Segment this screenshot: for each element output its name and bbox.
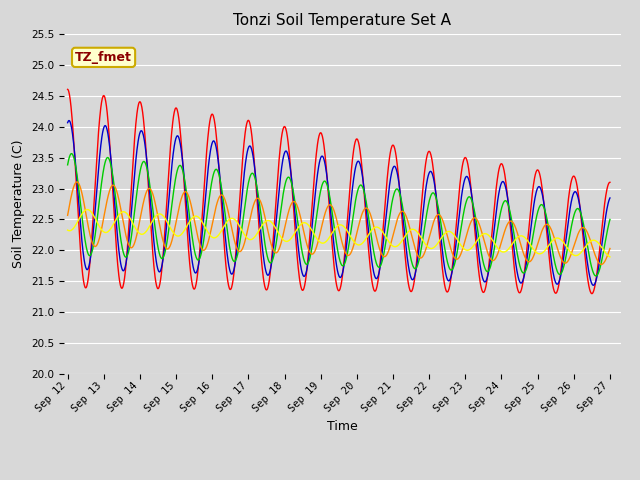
32cm [606, 254, 614, 260]
8cm [68, 151, 76, 156]
4cm [542, 215, 550, 220]
Line: 2cm: 2cm [68, 89, 610, 294]
8cm [606, 216, 614, 222]
16cm [598, 262, 605, 267]
4cm [423, 178, 431, 183]
8cm [592, 273, 600, 279]
32cm [494, 245, 502, 251]
4cm [172, 137, 179, 143]
Line: 16cm: 16cm [68, 182, 610, 264]
4cm [64, 120, 72, 126]
16cm [423, 242, 431, 248]
4cm [185, 226, 193, 231]
2cm [64, 86, 72, 92]
4cm [589, 282, 597, 288]
8cm [185, 206, 193, 212]
32cm [542, 247, 550, 252]
2cm [245, 118, 253, 124]
Text: TZ_fmet: TZ_fmet [75, 51, 132, 64]
2cm [541, 217, 549, 223]
2cm [588, 291, 596, 297]
2cm [171, 107, 179, 112]
32cm [423, 243, 431, 249]
Line: 8cm: 8cm [68, 154, 610, 276]
16cm [64, 213, 72, 218]
32cm [83, 207, 91, 213]
2cm [606, 180, 614, 185]
Line: 4cm: 4cm [68, 120, 610, 285]
Line: 32cm: 32cm [68, 210, 610, 257]
4cm [65, 118, 73, 123]
2cm [423, 154, 431, 160]
16cm [542, 222, 550, 228]
32cm [172, 232, 179, 238]
4cm [245, 144, 253, 149]
32cm [64, 227, 72, 233]
8cm [423, 208, 431, 214]
32cm [185, 220, 193, 226]
8cm [542, 211, 550, 217]
2cm [184, 242, 192, 248]
Title: Tonzi Soil Temperature Set A: Tonzi Soil Temperature Set A [234, 13, 451, 28]
16cm [73, 179, 81, 185]
2cm [494, 174, 502, 180]
X-axis label: Time: Time [327, 420, 358, 433]
4cm [606, 195, 614, 201]
16cm [172, 222, 179, 228]
16cm [245, 219, 253, 225]
8cm [64, 162, 72, 168]
8cm [245, 176, 253, 182]
8cm [172, 177, 179, 182]
32cm [245, 237, 253, 242]
Y-axis label: Soil Temperature (C): Soil Temperature (C) [12, 140, 26, 268]
4cm [494, 195, 502, 201]
16cm [185, 193, 193, 199]
8cm [494, 223, 502, 229]
16cm [494, 250, 502, 256]
16cm [606, 246, 614, 252]
